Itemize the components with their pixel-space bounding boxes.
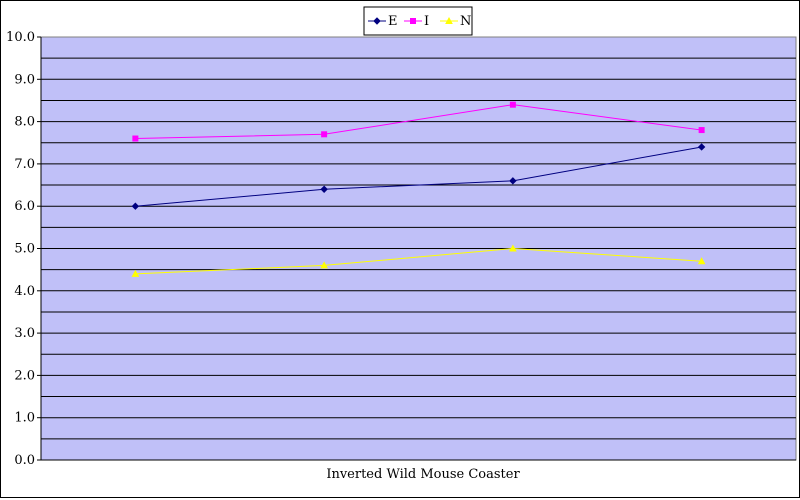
y-tick-label: 6.0: [14, 199, 35, 214]
y-tick-label: 5.0: [14, 242, 35, 257]
legend-marker: [410, 18, 416, 24]
series-layer: [131, 101, 706, 277]
legend-marker: [445, 16, 453, 24]
legend-item-E: E: [368, 14, 398, 29]
legend-marker: [373, 17, 381, 25]
y-tick-label: 8.0: [14, 115, 35, 130]
y-tick-label: 3.0: [14, 326, 35, 341]
y-tick-label: 9.0: [14, 72, 35, 87]
series-line: [135, 247, 702, 275]
series-I: [132, 101, 705, 142]
y-tick-label: 7.0: [14, 157, 35, 172]
data-point: [320, 185, 328, 193]
y-tick-label: 0.0: [14, 453, 35, 468]
data-point: [321, 131, 328, 138]
y-tick-label: 10.0: [6, 30, 35, 45]
data-point: [698, 127, 705, 134]
legend-item-I: I: [404, 14, 429, 29]
data-point: [697, 257, 706, 265]
series-E: [131, 143, 706, 210]
y-tick-label: 1.0: [14, 411, 35, 426]
y-tick-label: 4.0: [14, 284, 35, 299]
x-axis-label: Inverted Wild Mouse Coaster: [326, 467, 520, 482]
legend-item-N: N: [440, 14, 471, 29]
y-tick-label: 2.0: [14, 368, 35, 383]
data-point: [131, 202, 140, 210]
data-point: [509, 244, 517, 252]
y-axis: 0.0 1.0 2.0 3.0 4.0 5.0 6.0 7.0 8.0 9.0 10.0: [6, 30, 796, 468]
series-line: [135, 146, 702, 207]
data-point: [509, 101, 516, 108]
series-line: [135, 104, 702, 140]
data-point: [697, 143, 706, 151]
legend-label: E: [388, 14, 398, 29]
data-point: [131, 269, 140, 277]
data-point: [132, 135, 139, 142]
legend-label: I: [424, 14, 429, 29]
data-point: [320, 261, 328, 269]
series-N: [131, 244, 706, 277]
gridlines: [41, 57, 796, 440]
legend-label: N: [460, 14, 471, 29]
data-point: [509, 177, 517, 185]
